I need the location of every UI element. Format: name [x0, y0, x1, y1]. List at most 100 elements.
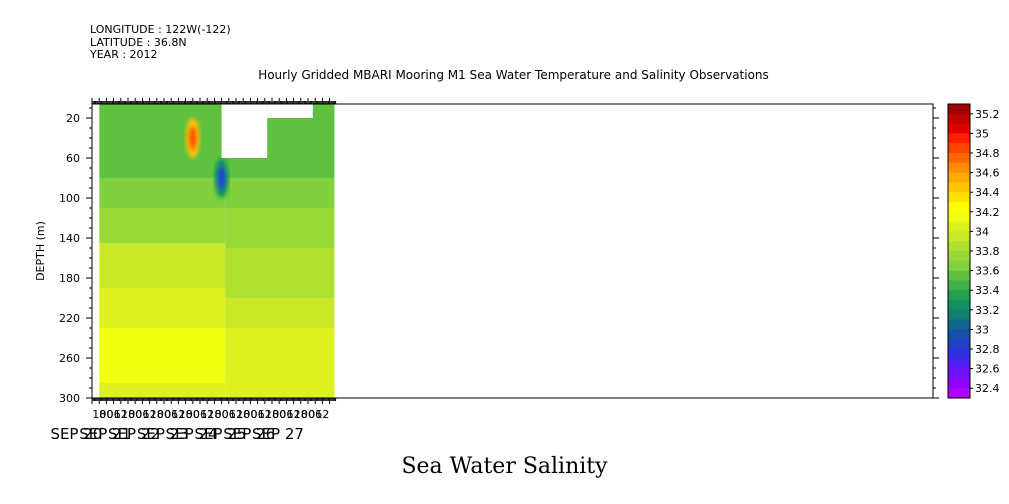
plot-title: Hourly Gridded MBARI Mooring M1 Sea Wate…: [258, 68, 769, 82]
x-tick-label: 06: [308, 408, 322, 421]
colorbar-swatch: [948, 172, 970, 183]
colorbar-swatch: [948, 241, 970, 252]
x-tick-label: 00: [243, 408, 257, 421]
axes: 1800061218000612180006121800061218000612…: [50, 98, 939, 443]
variable-title: Sea Water Salinity: [401, 454, 608, 479]
x-day-label: SEP 24: [166, 425, 218, 443]
salinity-band: [99, 243, 226, 288]
y-tick-label: 60: [66, 152, 80, 165]
colorbar-swatch: [948, 202, 970, 213]
salinity-band: [99, 288, 226, 328]
x-tick-label: 00: [157, 408, 171, 421]
colorbar-label: 34: [975, 225, 989, 238]
year-text: YEAR : 2012: [90, 48, 158, 61]
salinity-band: [225, 178, 335, 208]
colorbar-swatch: [948, 104, 970, 115]
colorbar-label: 33.8: [975, 245, 1000, 258]
colorbar-swatch: [948, 182, 970, 193]
colorbar-swatch: [948, 329, 970, 340]
plot-frame: [91, 103, 934, 399]
missing-data-region: [92, 104, 100, 398]
colorbar-swatch: [948, 339, 970, 350]
missing-data-region: [267, 104, 313, 118]
salinity-band: [99, 328, 226, 383]
colorbar-swatch: [948, 153, 970, 164]
y-tick-label: 100: [59, 192, 80, 205]
colorbar-label: 35: [975, 127, 989, 140]
colorbar: 35.2 35 34.8 34.6 34.4 34.2 34 33.8 33.6 33.4 33.2…: [947, 103, 1000, 399]
x-tick-label: 12: [171, 408, 185, 421]
salinity-band: [225, 208, 335, 248]
colorbar-label: 33: [975, 323, 989, 336]
colorbar-label: 32.6: [975, 363, 1000, 376]
x-tick-label: 18: [207, 408, 221, 421]
x-day-label: SEP 22: [108, 425, 160, 443]
y-tick-label: 220: [59, 312, 80, 325]
x-tick-label: 06: [164, 408, 178, 421]
colorbar-label: 33.2: [975, 304, 1000, 317]
x-tick-label: 18: [121, 408, 135, 421]
longitude-text: LONGITUDE : 122W(-122): [90, 23, 231, 36]
colorbar-swatch: [948, 251, 970, 262]
missing-data-region: [221, 104, 268, 158]
x-tick-label: 18: [179, 408, 193, 421]
colorbar-label: 35.2: [975, 108, 1000, 121]
x-tick-label: 00: [301, 408, 315, 421]
colorbar-swatch: [948, 280, 970, 291]
x-tick-label: 18: [236, 408, 250, 421]
colorbar-label: 34.2: [975, 206, 1000, 219]
x-tick-label: 06: [222, 408, 236, 421]
salinity-band: [225, 328, 335, 348]
colorbar-swatch: [948, 162, 970, 174]
colorbar-swatch: [948, 231, 970, 242]
x-tick-label: 00: [99, 408, 113, 421]
colorbar-swatch: [948, 349, 970, 360]
salinity-field: [92, 104, 335, 398]
x-tick-label: 06: [251, 408, 265, 421]
colorbar-swatch: [948, 300, 970, 311]
colorbar-swatch: [948, 211, 970, 223]
colorbar-label: 34.4: [975, 186, 1000, 199]
colorbar-label: 33.6: [975, 265, 1000, 278]
y-tick-label: 260: [59, 352, 80, 365]
x-tick-label: 06: [279, 408, 293, 421]
x-tick-label: 12: [114, 408, 128, 421]
colorbar-swatch: [948, 113, 970, 125]
salinity-band: [99, 128, 226, 178]
salinity-band: [99, 208, 226, 243]
salinity-anomaly: [214, 158, 229, 198]
y-tick-label: 140: [59, 232, 80, 245]
colorbar-swatch: [948, 309, 970, 321]
x-day-label: SEP 20: [50, 425, 102, 443]
x-day-label: SEP 21: [79, 425, 131, 443]
x-tick-label: 12: [143, 408, 157, 421]
colorbar-swatch: [948, 270, 970, 281]
colorbar-swatch: [948, 143, 970, 154]
salinity-band: [99, 178, 226, 208]
colorbar-swatch: [948, 368, 970, 379]
x-tick-label: 00: [128, 408, 142, 421]
x-day-label: SEP 25: [194, 425, 246, 443]
colorbar-label: 33.4: [975, 284, 1000, 297]
colorbar-swatch: [948, 358, 970, 370]
colorbar-swatch: [948, 260, 970, 272]
y-tick-label: 20: [66, 112, 80, 125]
y-tick-label: 300: [59, 392, 80, 405]
x-tick-label: 00: [215, 408, 229, 421]
salinity-band: [99, 383, 226, 398]
x-tick-label: 06: [107, 408, 121, 421]
colorbar-swatch: [948, 388, 970, 399]
y-axis-label: DEPTH (m): [34, 221, 47, 281]
x-day-label: SEP 27: [252, 425, 304, 443]
x-tick-label: 12: [287, 408, 301, 421]
x-day-label: SEP 23: [137, 425, 189, 443]
colorbar-label: 34.8: [975, 147, 1000, 160]
x-tick-label: 00: [186, 408, 200, 421]
colorbar-swatch: [948, 290, 970, 301]
latitude-text: LATITUDE : 36.8N: [90, 35, 187, 49]
location-metadata: LONGITUDE : 122W(-122) LATITUDE : 36.8N …: [90, 23, 231, 62]
x-tick-label: 12: [200, 408, 214, 421]
x-tick-label: 06: [135, 408, 149, 421]
salinity-anomaly: [185, 118, 200, 158]
salinity-band: [225, 298, 335, 328]
